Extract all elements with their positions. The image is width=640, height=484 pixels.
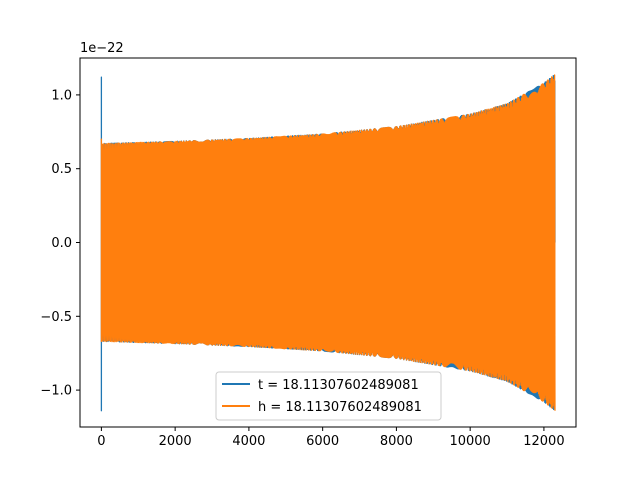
series-layer bbox=[100, 74, 556, 412]
x-axis: 0 2000 4000 6000 8000 10000 12000 bbox=[97, 427, 565, 449]
y-tick-label: −0.5 bbox=[40, 310, 72, 325]
x-tick-label: 2000 bbox=[159, 434, 192, 449]
series-line-h bbox=[100, 74, 556, 411]
legend-box bbox=[215, 371, 442, 421]
y-tick-label: −1.0 bbox=[40, 384, 72, 399]
x-tick-label: 0 bbox=[97, 434, 105, 449]
legend-label-h: h = 18.11307602489081 bbox=[258, 400, 422, 415]
x-tick-label: 8000 bbox=[380, 434, 413, 449]
legend-label-t: t = 18.11307602489081 bbox=[258, 378, 419, 393]
legend: t = 18.11307602489081 h = 18.11307602489… bbox=[215, 371, 442, 421]
x-tick-label: 6000 bbox=[306, 434, 339, 449]
y-offset-label: 1e−22 bbox=[80, 41, 124, 56]
y-tick-label: 1.0 bbox=[51, 88, 72, 103]
y-axis: −1.0 −0.5 0.0 0.5 1.0 bbox=[40, 88, 80, 399]
x-tick-label: 12000 bbox=[523, 434, 564, 449]
x-tick-label: 4000 bbox=[232, 434, 265, 449]
y-tick-label: 0.0 bbox=[51, 236, 72, 251]
x-tick-label: 10000 bbox=[449, 434, 490, 449]
y-tick-label: 0.5 bbox=[51, 162, 72, 177]
